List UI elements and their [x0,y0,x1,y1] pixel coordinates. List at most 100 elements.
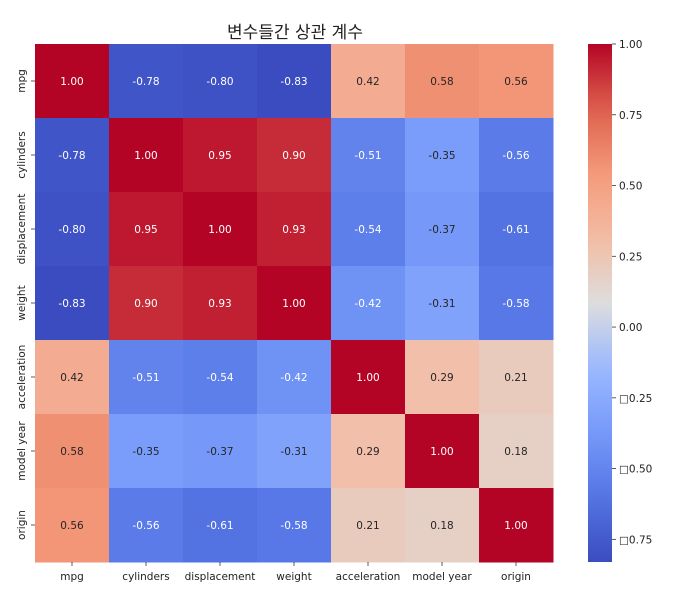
cell-value-label: 0.18 [504,446,527,458]
y-tick-label: cylinders [16,131,28,178]
colorbar-tick-label: 0.00 [619,322,642,334]
cell-value-label: -0.51 [354,150,381,162]
heatmap-cells: 1.00 -0.78 -0.80 -0.83 0.42 0.58 0.56 -0.78 1.00… [35,44,554,563]
cell-value-label: -0.37 [428,224,455,236]
heatmap-cell [183,414,258,489]
cell-value-label: -0.56 [132,520,159,532]
heatmap-cell [257,192,332,267]
cell-value-label: -0.42 [280,372,307,384]
heatmap-cell [109,488,184,563]
cell-value-label: 0.95 [208,150,231,162]
heatmap-cell [405,488,480,563]
cell-value-label: 0.29 [356,446,379,458]
heatmap-cell [183,340,258,415]
heatmap-cell [331,192,406,267]
heatmap-cell [35,118,110,193]
heatmap-cell [109,192,184,267]
x-tick-labels: mpg cylinders displacement weight accelerati… [60,562,531,583]
x-tick-label: weight [276,571,311,583]
heatmap-cell [479,192,554,267]
x-tick-label: cylinders [122,571,169,583]
colorbar-tick-label: 0.75 [619,110,642,122]
cell-value-label: 0.95 [134,224,157,236]
heatmap-cell [405,118,480,193]
cell-value-label: 0.93 [282,224,305,236]
heatmap-cell [35,266,110,341]
y-tick-label: mpg [16,69,28,93]
heatmap-cell [405,192,480,267]
x-tick-label: mpg [60,571,84,583]
cell-value-label: -0.51 [132,372,159,384]
heatmap-cell [35,44,110,119]
heatmap-cell [405,266,480,341]
x-tick-label: acceleration [336,571,401,583]
colorbar-tick-label: □0.75 [619,534,652,546]
cell-value-label: 0.21 [356,520,379,532]
y-tick-label: displacement [16,194,28,265]
heatmap-cell [35,488,110,563]
heatmap-cell [35,414,110,489]
cell-value-label: -0.58 [280,520,307,532]
colorbar-tick-label: 0.50 [619,181,642,193]
heatmap-cell [257,414,332,489]
cell-value-label: -0.78 [132,76,159,88]
cell-value-label: 0.90 [282,150,305,162]
y-tick-label: origin [16,510,28,540]
cell-value-label: -0.61 [206,520,233,532]
colorbar-tick-label: 1.00 [619,39,642,51]
cell-value-label: 1.00 [208,224,231,236]
x-tick-label: origin [501,571,531,583]
x-tick-label: model year [412,571,472,583]
y-tick-label: acceleration [16,345,28,410]
cell-value-label: 0.21 [504,372,527,384]
heatmap-cell [331,414,406,489]
cell-value-label: 1.00 [430,446,453,458]
cell-value-label: 1.00 [504,520,527,532]
heatmap-cell [405,340,480,415]
heatmap-cell [257,44,332,119]
colorbar-tick-label: 0.25 [619,251,642,263]
cell-value-label: -0.42 [354,298,381,310]
heatmap-cell [479,414,554,489]
cell-value-label: -0.31 [280,446,307,458]
cell-value-label: 1.00 [134,150,157,162]
cell-value-label: 1.00 [356,372,379,384]
colorbar-gradient [588,44,612,562]
y-tick-label: weight [16,285,28,320]
cell-value-label: 0.42 [60,372,83,384]
heatmap-cell [479,118,554,193]
heatmap-cell [331,118,406,193]
heatmap-cell [331,488,406,563]
cell-value-label: -0.80 [206,76,233,88]
cell-value-label: -0.83 [280,76,307,88]
heatmap-cell [479,340,554,415]
cell-value-label: 0.58 [60,446,83,458]
cell-value-label: -0.80 [58,224,85,236]
heatmap-cell [35,192,110,267]
cell-value-label: 0.42 [356,76,379,88]
cell-value-label: -0.37 [206,446,233,458]
heatmap-cell [183,118,258,193]
heatmap-cell [109,266,184,341]
heatmap-cell [479,266,554,341]
heatmap-cell [257,488,332,563]
heatmap-cell [331,340,406,415]
heatmap-cell [257,118,332,193]
chart-title: 변수들간 상관 계수 [227,23,363,43]
heatmap-cell [35,340,110,415]
cell-value-label: -0.56 [502,150,529,162]
cell-value-label: -0.54 [206,372,233,384]
colorbar: 1.00 0.75 0.50 0.25 0.00 □0.25 □0.50 □0.75 [588,39,652,562]
heatmap-cell [183,266,258,341]
cell-value-label: 0.93 [208,298,231,310]
cell-value-label: -0.35 [428,150,455,162]
y-tick-label: model year [16,421,28,481]
heatmap-cell [183,44,258,119]
heatmap-cell [109,118,184,193]
x-tick-label: displacement [185,571,256,583]
cell-value-label: 0.90 [134,298,157,310]
cell-value-label: -0.61 [502,224,529,236]
cell-value-label: -0.31 [428,298,455,310]
cell-value-label: 1.00 [282,298,305,310]
